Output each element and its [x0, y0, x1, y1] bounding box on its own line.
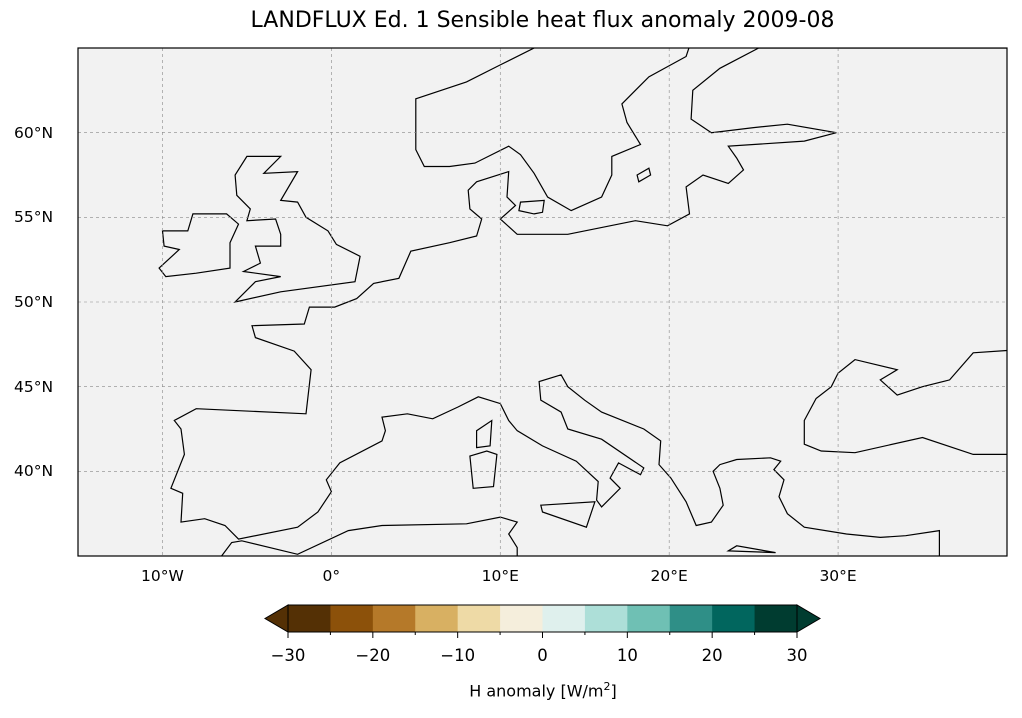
- colorbar-segment: [754, 605, 798, 632]
- colorbar-segment: [457, 605, 501, 632]
- chart-title: LANDFLUX Ed. 1 Sensible heat flux anomal…: [250, 8, 835, 33]
- colorbar-extend-min: [264, 604, 289, 633]
- colorbar-tick-label: 20: [701, 646, 723, 665]
- colorbar-tick-label: 10: [616, 646, 638, 665]
- colorbar-tick-label: −30: [270, 646, 306, 665]
- colorbar-segment: [415, 605, 459, 632]
- map-plot: [77, 47, 1008, 557]
- colorbar-segment: [669, 605, 713, 632]
- colorbar-segment: [712, 605, 756, 632]
- colorbar-tick-label: −20: [355, 646, 391, 665]
- gridlines: [78, 48, 1007, 556]
- map-frame: [77, 47, 1008, 557]
- colorbar-segment: [288, 605, 331, 632]
- lon-tick-label: 0°: [322, 567, 341, 585]
- coastline-corsica: [476, 419, 493, 449]
- colorbar-segment: [627, 605, 671, 632]
- coastline-gotland: [636, 167, 652, 183]
- coastline-crete: [726, 545, 776, 554]
- coastline-mainland: [170, 48, 1007, 556]
- lat-tick-label: 50°N: [14, 293, 54, 311]
- colorbar-tick-label: 30: [786, 646, 808, 665]
- colorbar-segment: [500, 605, 543, 632]
- coastline-africa: [221, 516, 519, 556]
- colorbar-segment: [372, 605, 416, 632]
- lat-tick-label: 40°N: [14, 462, 54, 481]
- lat-tick-label: 60°N: [14, 123, 54, 142]
- coastline-sicily: [540, 501, 596, 528]
- lat-tick-label: 45°N: [14, 377, 54, 396]
- colorbar-tick-label: −10: [440, 646, 476, 665]
- coastline-britain: [233, 155, 361, 304]
- colorbar-segment: [542, 605, 586, 632]
- coastline-sardinia: [469, 450, 498, 489]
- colorbar-label: H anomaly [W/m2]: [469, 680, 617, 701]
- lon-tick-label: 10°W: [141, 567, 184, 585]
- lon-tick-label: 30°E: [819, 567, 857, 585]
- lon-tick-label: 10°E: [481, 567, 519, 585]
- colorbar-segment: [584, 605, 628, 632]
- coastline-scandinavia: [415, 48, 690, 212]
- colorbar-tick-label: 0: [537, 646, 548, 665]
- colorbar-segment: [330, 605, 374, 632]
- lon-tick-label: 20°E: [650, 567, 688, 585]
- lat-tick-label: 55°N: [14, 208, 54, 227]
- coastline-zealand: [518, 199, 545, 215]
- colorbar-extend-max: [796, 604, 821, 633]
- coastlines: [158, 48, 1007, 556]
